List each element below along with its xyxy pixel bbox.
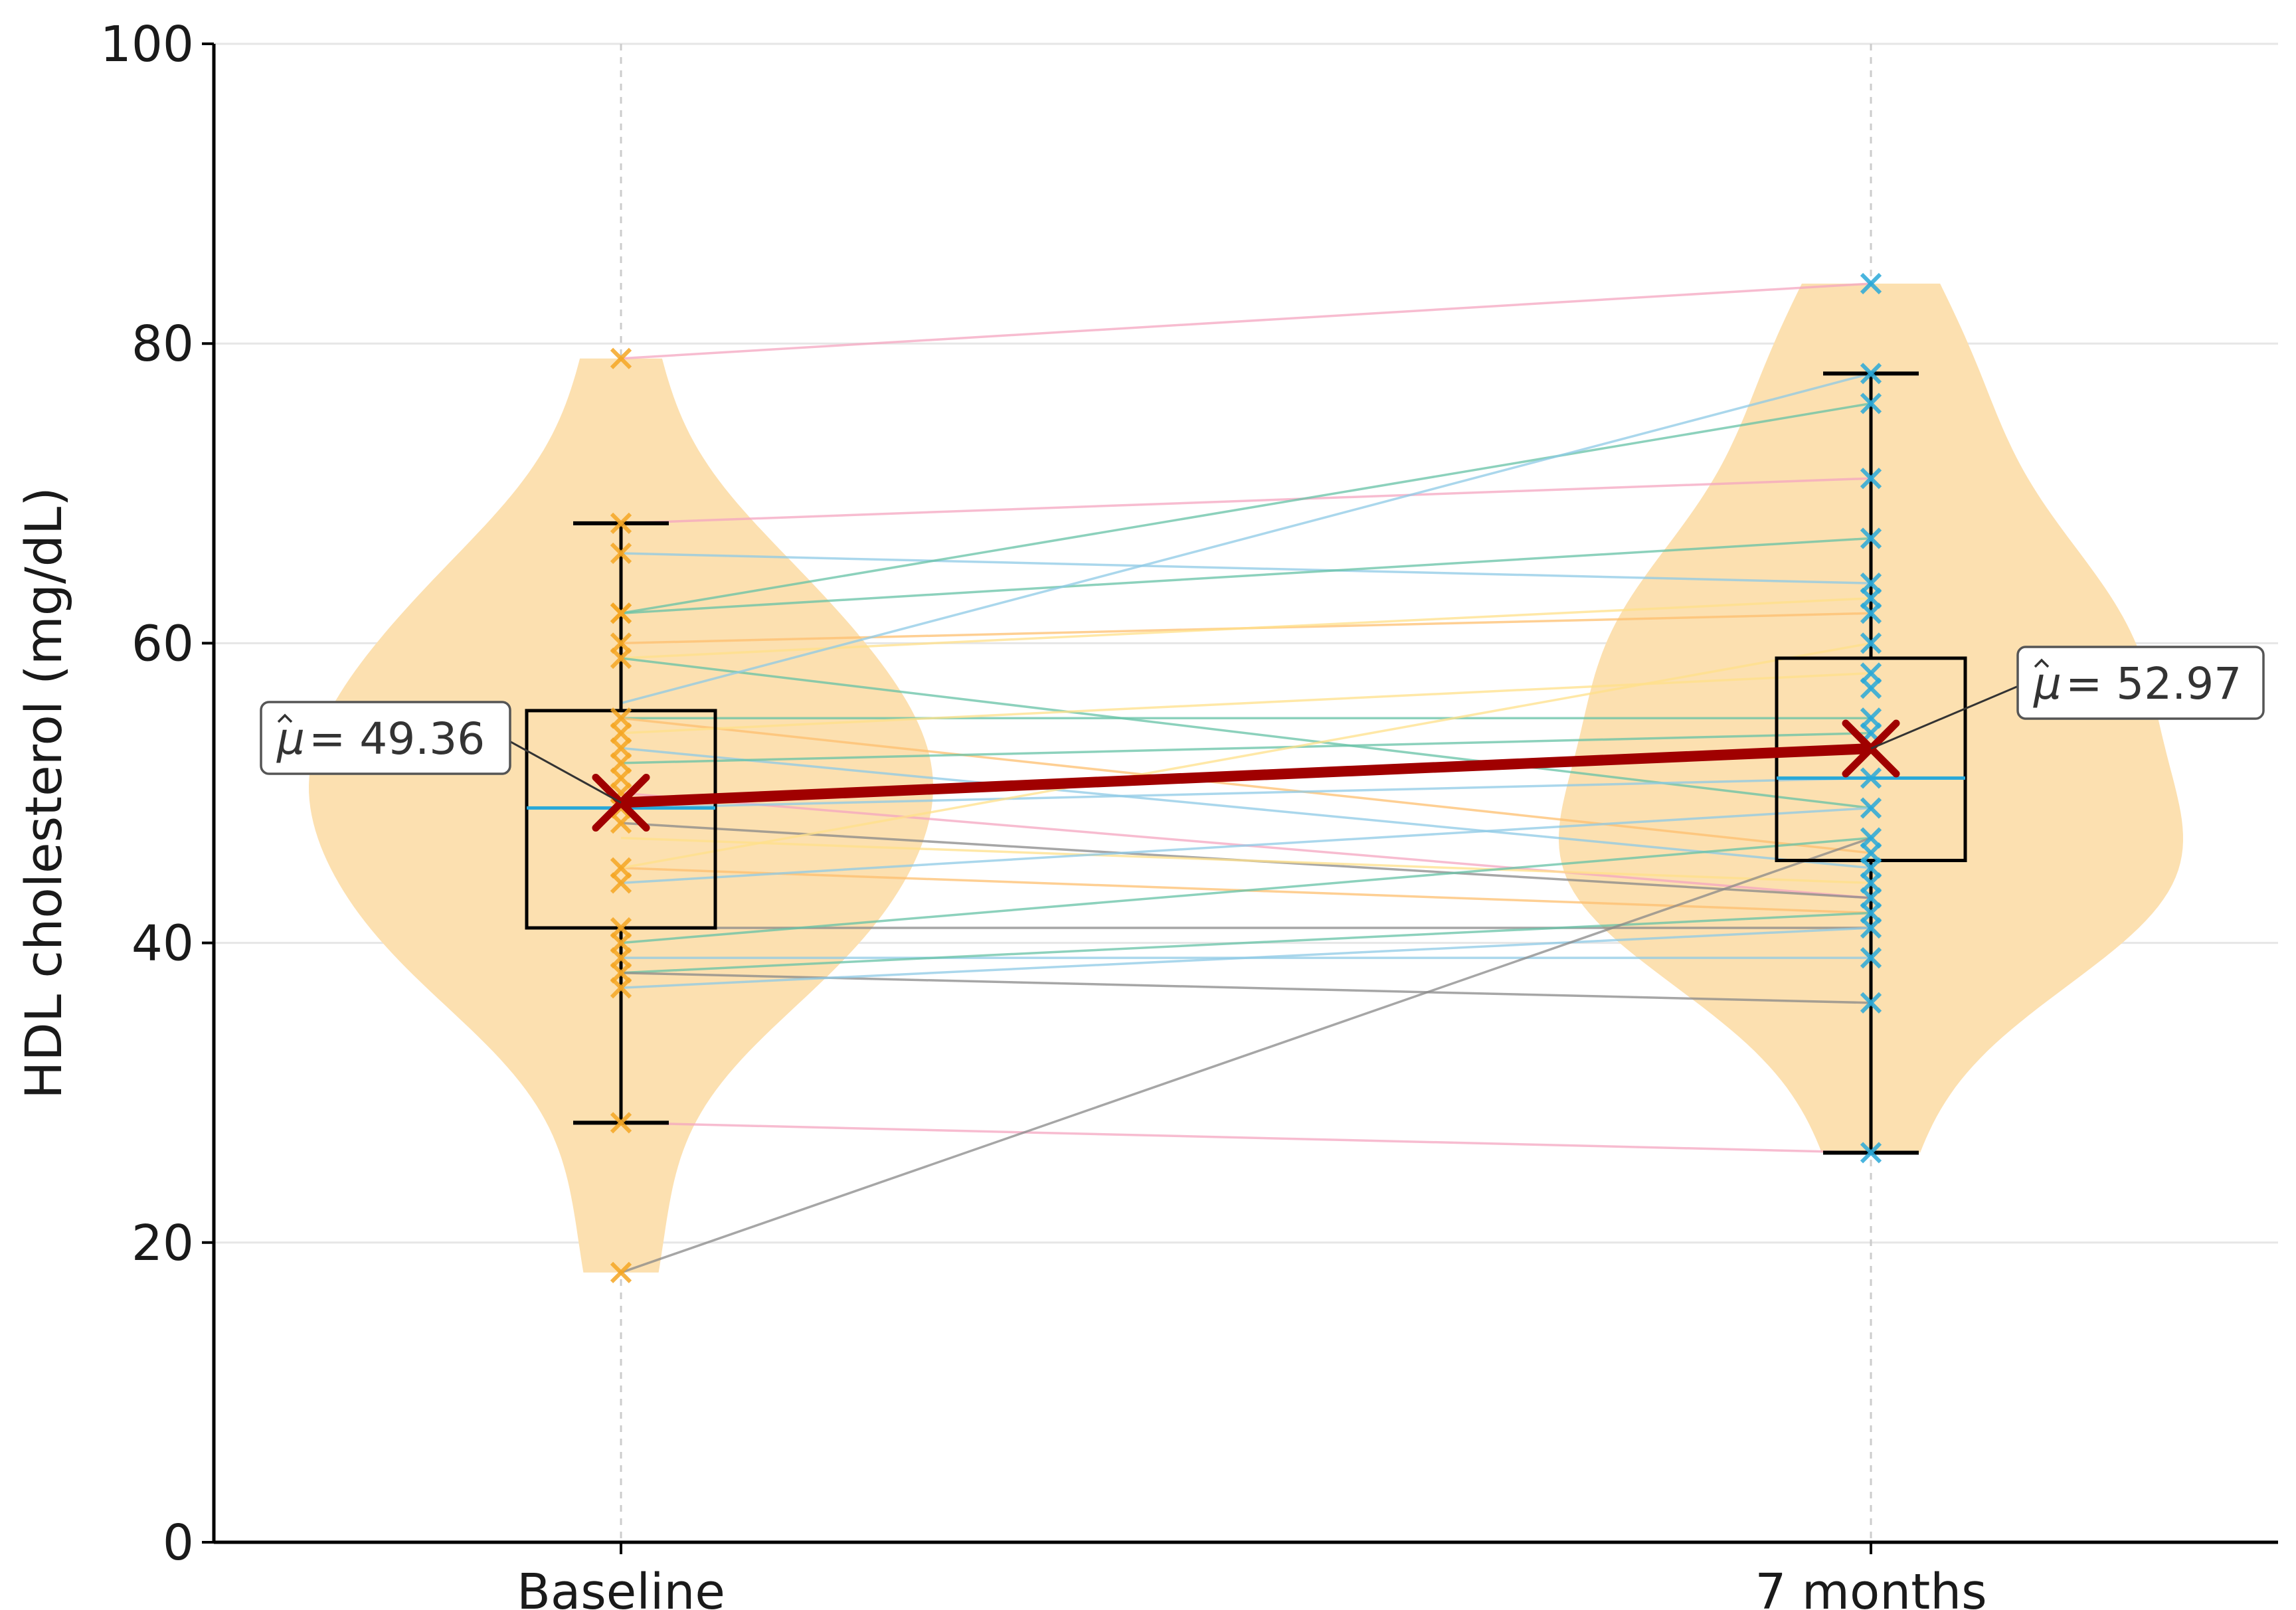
- data-point: [1860, 1142, 1882, 1164]
- mean-annotation-box: [260, 701, 511, 775]
- paired-line: [620, 477, 1872, 525]
- data-point: [1860, 917, 1882, 939]
- paired-line: [620, 402, 1872, 615]
- data-point: [1860, 677, 1882, 699]
- x-tick-label: 7 months: [1755, 1564, 1987, 1610]
- data-point: [1860, 767, 1882, 789]
- mean-hat: [2034, 658, 2050, 668]
- paired-line: [620, 806, 1872, 885]
- y-tick-label: 80: [132, 315, 194, 373]
- paired-line: [620, 372, 1872, 705]
- data-point: [610, 977, 632, 999]
- data-point: [610, 872, 632, 894]
- data-point: [610, 1112, 632, 1134]
- data-point: [610, 602, 632, 624]
- data-point: [1860, 272, 1882, 295]
- mean-annotation-arrow: [509, 741, 622, 804]
- mean-annotation-box: [2016, 646, 2265, 720]
- mean-value-label: = 52.97: [2066, 658, 2242, 709]
- paired-line: [620, 732, 1872, 764]
- paired-line: [620, 282, 1872, 360]
- x-tick-label: Baseline: [517, 1564, 725, 1610]
- box-iqr: [1775, 656, 1967, 863]
- mean-trend-line: [616, 743, 1876, 808]
- data-point: [1860, 632, 1882, 654]
- paired-line: [620, 911, 1872, 974]
- paired-line: [620, 836, 1872, 885]
- data-points: [610, 272, 1882, 1284]
- y-tick-label: 40: [132, 915, 194, 972]
- data-point: [1860, 363, 1882, 385]
- data-point: [610, 812, 632, 834]
- y-axis-label: HDL cholesterol (mg/dL): [14, 487, 73, 1099]
- paired-line: [620, 717, 1872, 854]
- y-tick-label: 20: [132, 1215, 194, 1272]
- data-point: [1860, 602, 1882, 624]
- data-point: [1860, 527, 1882, 549]
- axes: 0 20 40 60 80 100 Baseline 7 months: [100, 16, 2278, 1610]
- paired-line: [620, 836, 1872, 944]
- paired-line: [620, 552, 1872, 584]
- mean-annotation-arrow: [1870, 685, 2018, 750]
- data-point: [1860, 992, 1882, 1014]
- paired-line: [620, 776, 1872, 810]
- data-point: [610, 347, 632, 369]
- paired-line: [620, 1121, 1872, 1154]
- data-point: [610, 512, 632, 535]
- paired-line: [620, 537, 1872, 615]
- labels: HDL cholesterol (mg/dL) μ = 49.36μ = 52.97: [14, 487, 2265, 1099]
- data-point: [1860, 947, 1882, 969]
- violin-0: [309, 358, 933, 1273]
- paired-line: [620, 837, 1872, 1274]
- data-point: [610, 647, 632, 670]
- y-tick-label: 0: [163, 1514, 194, 1571]
- data-point: [610, 542, 632, 565]
- paired-lines: [620, 282, 1872, 1274]
- data-point: [1860, 393, 1882, 414]
- paired-line: [620, 927, 1872, 990]
- mean-value-label: = 49.36: [309, 713, 485, 764]
- data-point: [1860, 468, 1882, 490]
- paired-line: [620, 642, 1872, 869]
- paired-line: [620, 747, 1872, 869]
- paired-line: [620, 671, 1872, 735]
- data-point: [610, 1261, 632, 1284]
- mean-hat: [277, 713, 293, 723]
- data-point: [1860, 797, 1882, 819]
- y-tick-label: 100: [100, 16, 194, 73]
- y-tick-label: 60: [132, 615, 194, 672]
